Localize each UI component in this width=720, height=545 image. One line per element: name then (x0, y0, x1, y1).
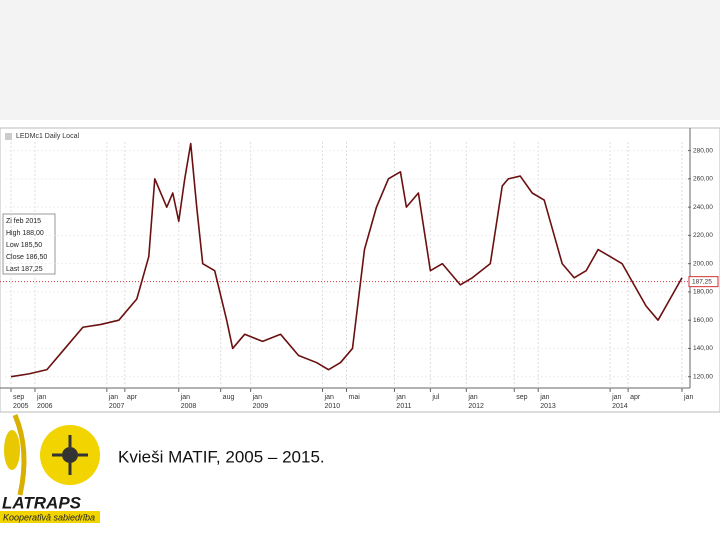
x-tick-label: aug (223, 394, 235, 401)
info-line: High 188,00 (6, 230, 44, 237)
x-tick-label: jan (611, 394, 621, 401)
y-tick-label: 280,00 (693, 147, 713, 154)
chart-title: LEDMc1 Daily Local (16, 133, 79, 140)
logo: LATRAPS Kooperatīvā sabiedrība (0, 414, 100, 523)
info-line: Low 185,50 (6, 242, 42, 249)
y-tick-label: 140,00 (693, 345, 713, 352)
x-tick-label: mai (349, 394, 361, 401)
x-tick-label: jan (36, 394, 46, 401)
x-tick-label: jan (108, 394, 118, 401)
chart-icon (5, 133, 12, 140)
x-tick-label: jan (252, 394, 262, 401)
x-tick-label: jan (683, 394, 693, 401)
x-tick-label: sep (516, 394, 527, 401)
logo-name: LATRAPS (2, 493, 82, 512)
info-line: Close 186,50 (6, 254, 47, 261)
logo-subtitle: Kooperatīvā sabiedrība (3, 512, 95, 522)
x-tick-year: 2014 (612, 403, 628, 410)
x-tick-year: 2010 (325, 403, 341, 410)
x-tick-label: apr (630, 394, 641, 401)
x-tick-year: 2006 (37, 403, 53, 410)
y-tick-label: 240,00 (693, 204, 713, 211)
x-tick-year: 2008 (181, 403, 197, 410)
x-tick-year: 2009 (253, 403, 269, 410)
info-line: Zi feb 2015 (6, 218, 41, 225)
logo-petal-lines (52, 435, 88, 475)
y-tick-label: 220,00 (693, 232, 713, 239)
x-tick-year: 2011 (396, 403, 411, 410)
logo-leaf (4, 430, 20, 470)
logo-stem (12, 414, 27, 496)
x-tick-year: 2007 (109, 403, 125, 410)
x-tick-year: 2013 (540, 403, 556, 410)
last-label: 187,25 (692, 278, 712, 285)
x-tick-label: apr (127, 394, 138, 401)
logo-center (62, 447, 78, 463)
x-tick-year: 2005 (13, 403, 29, 410)
x-tick-label: jan (180, 394, 190, 401)
info-line: Last 187,25 (6, 266, 43, 273)
x-tick-label: jan (467, 394, 477, 401)
x-tick-label: jan (395, 394, 405, 401)
slide-header (0, 0, 720, 120)
price-line (10, 142, 683, 378)
x-tick-label: jan (539, 394, 549, 401)
y-tick-label: 120,00 (693, 373, 713, 380)
caption: Kvieši MATIF, 2005 – 2015. (118, 447, 325, 466)
chart-frame (0, 127, 720, 413)
x-tick-label: jan (324, 394, 334, 401)
y-tick-label: 200,00 (693, 260, 713, 267)
logo-band (0, 511, 100, 523)
x-tick-year: 2012 (468, 403, 484, 410)
y-tick-label: 180,00 (693, 289, 713, 296)
y-tick-label: 160,00 (693, 317, 713, 324)
last-marker (688, 276, 719, 288)
x-tick-label: jul (431, 394, 439, 401)
x-tick-label: sep (13, 394, 24, 401)
y-tick-label: 260,00 (693, 176, 713, 183)
